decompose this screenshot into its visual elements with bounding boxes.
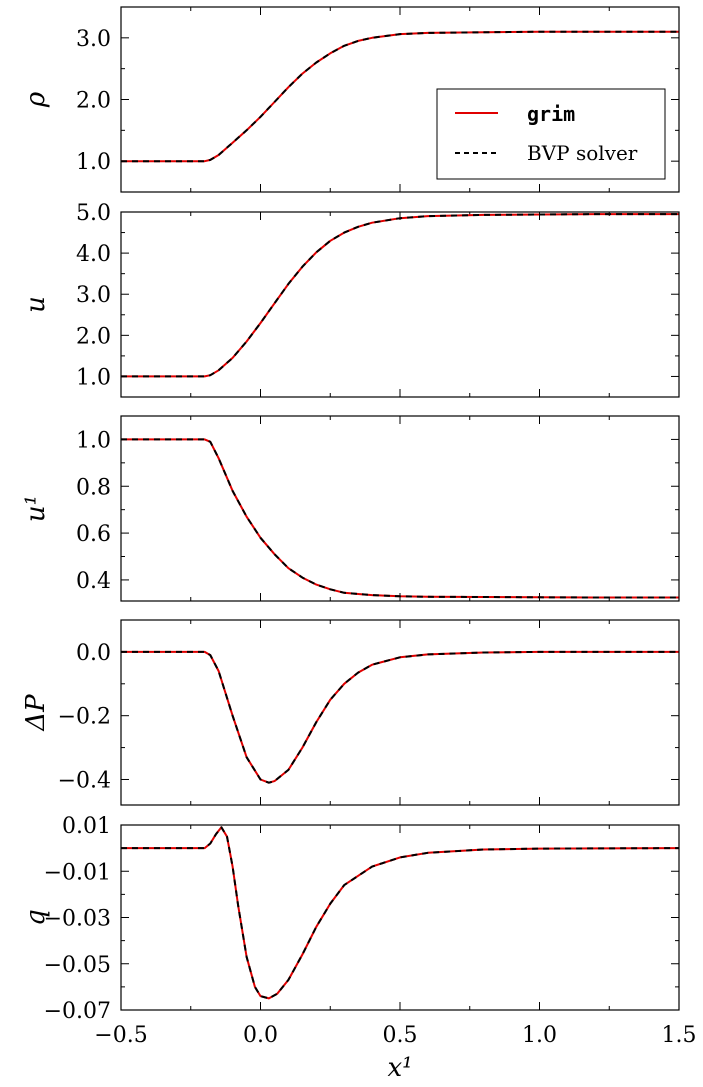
y-tick-label: 3.0 [76, 27, 111, 52]
panel-1: 1.0 2.0 3.0 ρ [21, 6, 680, 193]
y-tick-label: 3.0 [76, 283, 111, 308]
axes-frame [120, 6, 680, 193]
y-axis-label: ΔP [21, 694, 51, 732]
y-tick-label: −0.03 [44, 907, 111, 932]
panel-2: 1.0 2.0 3.0 4.0 5.0 u [21, 201, 680, 398]
series-line-bvp [121, 213, 679, 378]
y-tick-label: 2.0 [76, 89, 111, 114]
y-tick-label: 2.0 [76, 324, 111, 349]
y-axis-label: u [21, 296, 51, 313]
y-tick-label: −0.05 [44, 953, 111, 978]
x-tick-label: 0.0 [243, 1023, 278, 1048]
y-tick-label: 1.0 [76, 150, 111, 175]
panel-3: 0.4 0.6 0.8 1.0 u¹ [21, 415, 680, 602]
axes-frame [120, 415, 680, 602]
legend-grim-label: grim [527, 102, 575, 126]
axes-frame [120, 211, 680, 398]
y-tick-label: −0.07 [44, 999, 111, 1024]
series-line-grim [121, 438, 679, 599]
y-tick-label: −0.4 [58, 768, 111, 793]
panel-5: −0.07 −0.05 −0.03 −0.01 0.01 q −0.5 0.0 0.5 1.0 1.… [21, 814, 697, 1083]
panel-4: −0.4 −0.2 0.0 ΔP [21, 619, 680, 806]
y-axis-label: ρ [21, 91, 51, 108]
x-tick-label: 1.5 [662, 1023, 697, 1048]
x-tick-label: 0.5 [383, 1023, 418, 1048]
y-tick-label: 0.0 [76, 641, 111, 666]
series-line-bvp [121, 30, 679, 163]
y-tick-label: −0.01 [44, 860, 111, 885]
y-tick-label: −0.2 [58, 705, 111, 730]
y-tick-label: 1.0 [76, 365, 111, 390]
y-tick-label: 0.4 [76, 569, 111, 594]
legend-bvp-label: BVP solver [527, 141, 638, 165]
y-tick-label: 0.01 [62, 814, 111, 839]
axes-frame [120, 619, 680, 806]
x-axis-label: x¹ [387, 1053, 412, 1083]
x-tick-label: −0.5 [94, 1023, 147, 1048]
axes-frame [120, 824, 680, 1011]
series-line-grim [121, 650, 679, 784]
legend: grim BVP solver [436, 88, 666, 180]
x-tick-label: 1.0 [522, 1023, 557, 1048]
series-line-grim [121, 826, 680, 1000]
y-tick-label: 1.0 [76, 428, 111, 453]
y-axis-label: u¹ [21, 495, 51, 522]
y-tick-label: 4.0 [76, 242, 111, 267]
series-line-bvp [121, 826, 680, 1000]
y-tick-label: 0.6 [76, 522, 111, 547]
series-line-grim [121, 213, 679, 378]
series-line-bvp [121, 438, 679, 599]
y-tick-label: 0.8 [76, 475, 111, 500]
y-axis-label: q [21, 909, 51, 926]
y-tick-label: 5.0 [76, 201, 111, 226]
series-line-bvp [121, 650, 679, 784]
legend-box [436, 88, 666, 180]
